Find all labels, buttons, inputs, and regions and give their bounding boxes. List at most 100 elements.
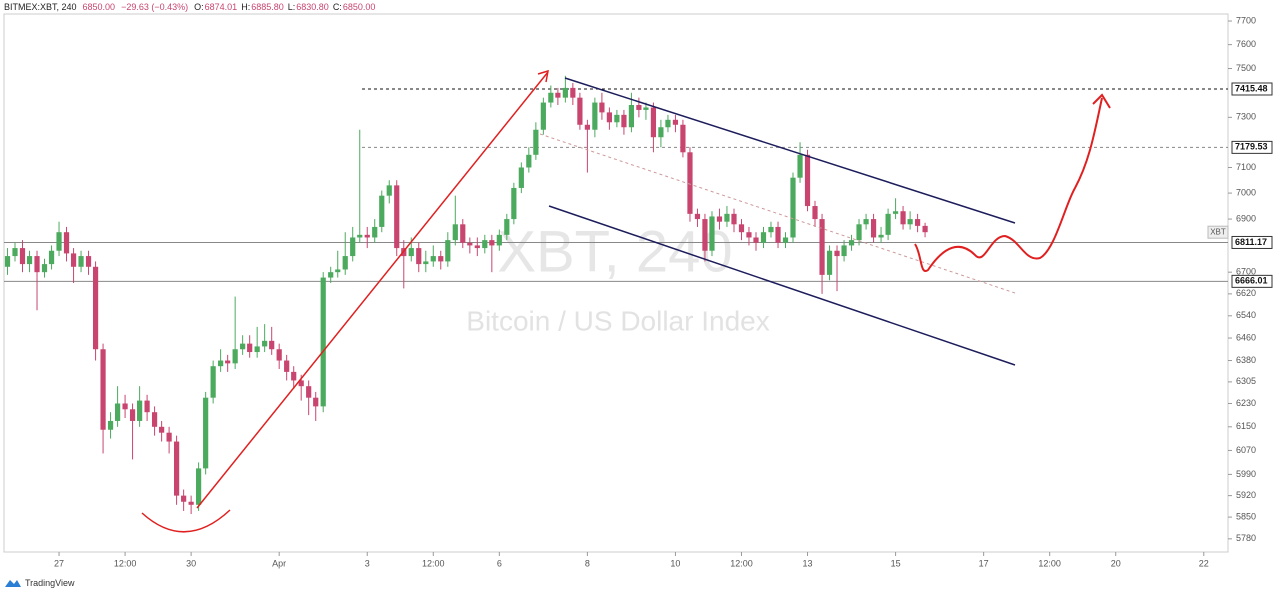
candle-body	[129, 409, 136, 421]
candle-body	[56, 232, 62, 251]
candle-body	[592, 102, 598, 130]
candle-body	[408, 248, 414, 257]
candle-body	[548, 92, 554, 103]
candle-body	[599, 102, 605, 113]
axes: 7700 7600 7500 7300 7100 7000 6900 6700 6620 6540…	[54, 15, 1273, 568]
candle-body	[760, 232, 767, 243]
candle-body	[394, 185, 400, 249]
candle-body	[166, 432, 172, 442]
y-tick-label: 7100	[1236, 162, 1256, 172]
candle-body	[342, 256, 348, 270]
x-tick-label: 12:00	[730, 558, 753, 568]
x-tick-label: 13	[803, 558, 813, 568]
change: −29.63 (−0.43%)	[121, 2, 189, 12]
candle-body	[489, 240, 495, 246]
candle-body	[320, 277, 326, 407]
y-tick-label: 7700	[1236, 15, 1256, 25]
candle-body	[173, 441, 180, 496]
candle-body	[577, 97, 583, 125]
candle-body	[834, 250, 840, 257]
candle-body	[650, 107, 657, 138]
watermark-symbol: XBT, 240	[497, 219, 732, 284]
candle-body	[70, 253, 77, 267]
candle-body	[210, 366, 216, 398]
candle-body	[159, 426, 165, 433]
x-tick-label: 8	[585, 558, 590, 568]
x-tick-label: 30	[186, 558, 196, 568]
projection-head	[1092, 93, 1111, 109]
candle-body	[636, 105, 642, 110]
candle-body	[196, 468, 202, 505]
y-tick-label: 7600	[1236, 39, 1256, 49]
candle-body	[922, 225, 928, 233]
candle-body	[48, 250, 55, 265]
y-tick-label: 5920	[1236, 490, 1256, 500]
logo	[5, 580, 21, 587]
y-tick-label: 7300	[1236, 112, 1256, 122]
x-tick-label: 12:00	[1038, 558, 1061, 568]
candle-body	[78, 256, 84, 267]
y-tick-label: 7000	[1236, 187, 1256, 197]
channel-lower	[548, 205, 1016, 366]
candle-body	[225, 360, 231, 364]
symbol: BITMEX:XBT, 240	[4, 2, 77, 12]
x-tick-label: 22	[1199, 558, 1209, 568]
candle-body	[482, 240, 488, 249]
y-tick-label: 6150	[1236, 421, 1256, 431]
ohlc-value: 6874.01	[204, 2, 238, 12]
level-tag	[1231, 274, 1273, 288]
candle-body	[357, 234, 363, 238]
candle-body	[496, 234, 502, 246]
level-tag	[1231, 235, 1273, 249]
ohlc: O: 6874.01 H: 6885.80 L: 6830.80 C: 6850.00	[194, 2, 378, 12]
candle-body	[34, 256, 40, 273]
candle-body	[628, 105, 635, 128]
ohlc-label: C:	[332, 2, 342, 12]
ohlc-value: 6885.80	[251, 2, 284, 12]
candle-body	[313, 397, 319, 407]
candle-body	[386, 185, 392, 196]
candle-body	[724, 213, 730, 222]
candle-body	[92, 266, 99, 350]
candle-body	[841, 245, 847, 257]
candle-body	[247, 343, 253, 353]
x-tick-label: 27	[54, 558, 64, 568]
candle-body	[555, 92, 561, 98]
candle-body	[291, 371, 297, 381]
candle-body	[335, 269, 341, 273]
candle-body	[709, 216, 715, 251]
candle-body	[151, 412, 158, 427]
candle-body	[504, 219, 510, 235]
candle-body	[350, 237, 356, 257]
candle-body	[870, 219, 877, 238]
candle-body	[804, 154, 811, 207]
legend-header: BITMEX:XBT, 240 6850.00 −29.63 (−0.43%) …	[4, 2, 378, 12]
candle-body	[614, 114, 620, 123]
y-tick-label: 7500	[1236, 63, 1256, 73]
y-tick-label: 6900	[1236, 213, 1256, 223]
level-label: 7415.48	[1235, 83, 1268, 93]
level-tag	[1231, 140, 1273, 154]
candle-body	[731, 213, 737, 225]
level-label: 6666.01	[1235, 276, 1268, 286]
arrow-head	[537, 69, 549, 83]
candle-body	[452, 224, 458, 241]
y-tick-label: 6700	[1236, 267, 1256, 277]
candle-body	[658, 127, 664, 138]
red-curve	[141, 509, 231, 533]
candle-body	[298, 380, 304, 387]
candle-body	[694, 213, 701, 220]
y-tick-label: 6540	[1236, 310, 1256, 320]
candle-body	[914, 219, 921, 226]
candle-body	[885, 213, 891, 235]
candle-body	[144, 400, 150, 413]
candle-body	[438, 256, 444, 262]
candle-body	[716, 216, 723, 222]
candle-body	[372, 226, 378, 238]
plot-frame	[3, 13, 1229, 553]
candle-body	[12, 248, 18, 257]
candle-body	[878, 234, 884, 238]
chart: XBT, 240 Bitcoin / US Dollar Index 77007…	[3, 13, 1273, 568]
candle-body	[423, 261, 429, 265]
candle-body	[907, 219, 913, 225]
